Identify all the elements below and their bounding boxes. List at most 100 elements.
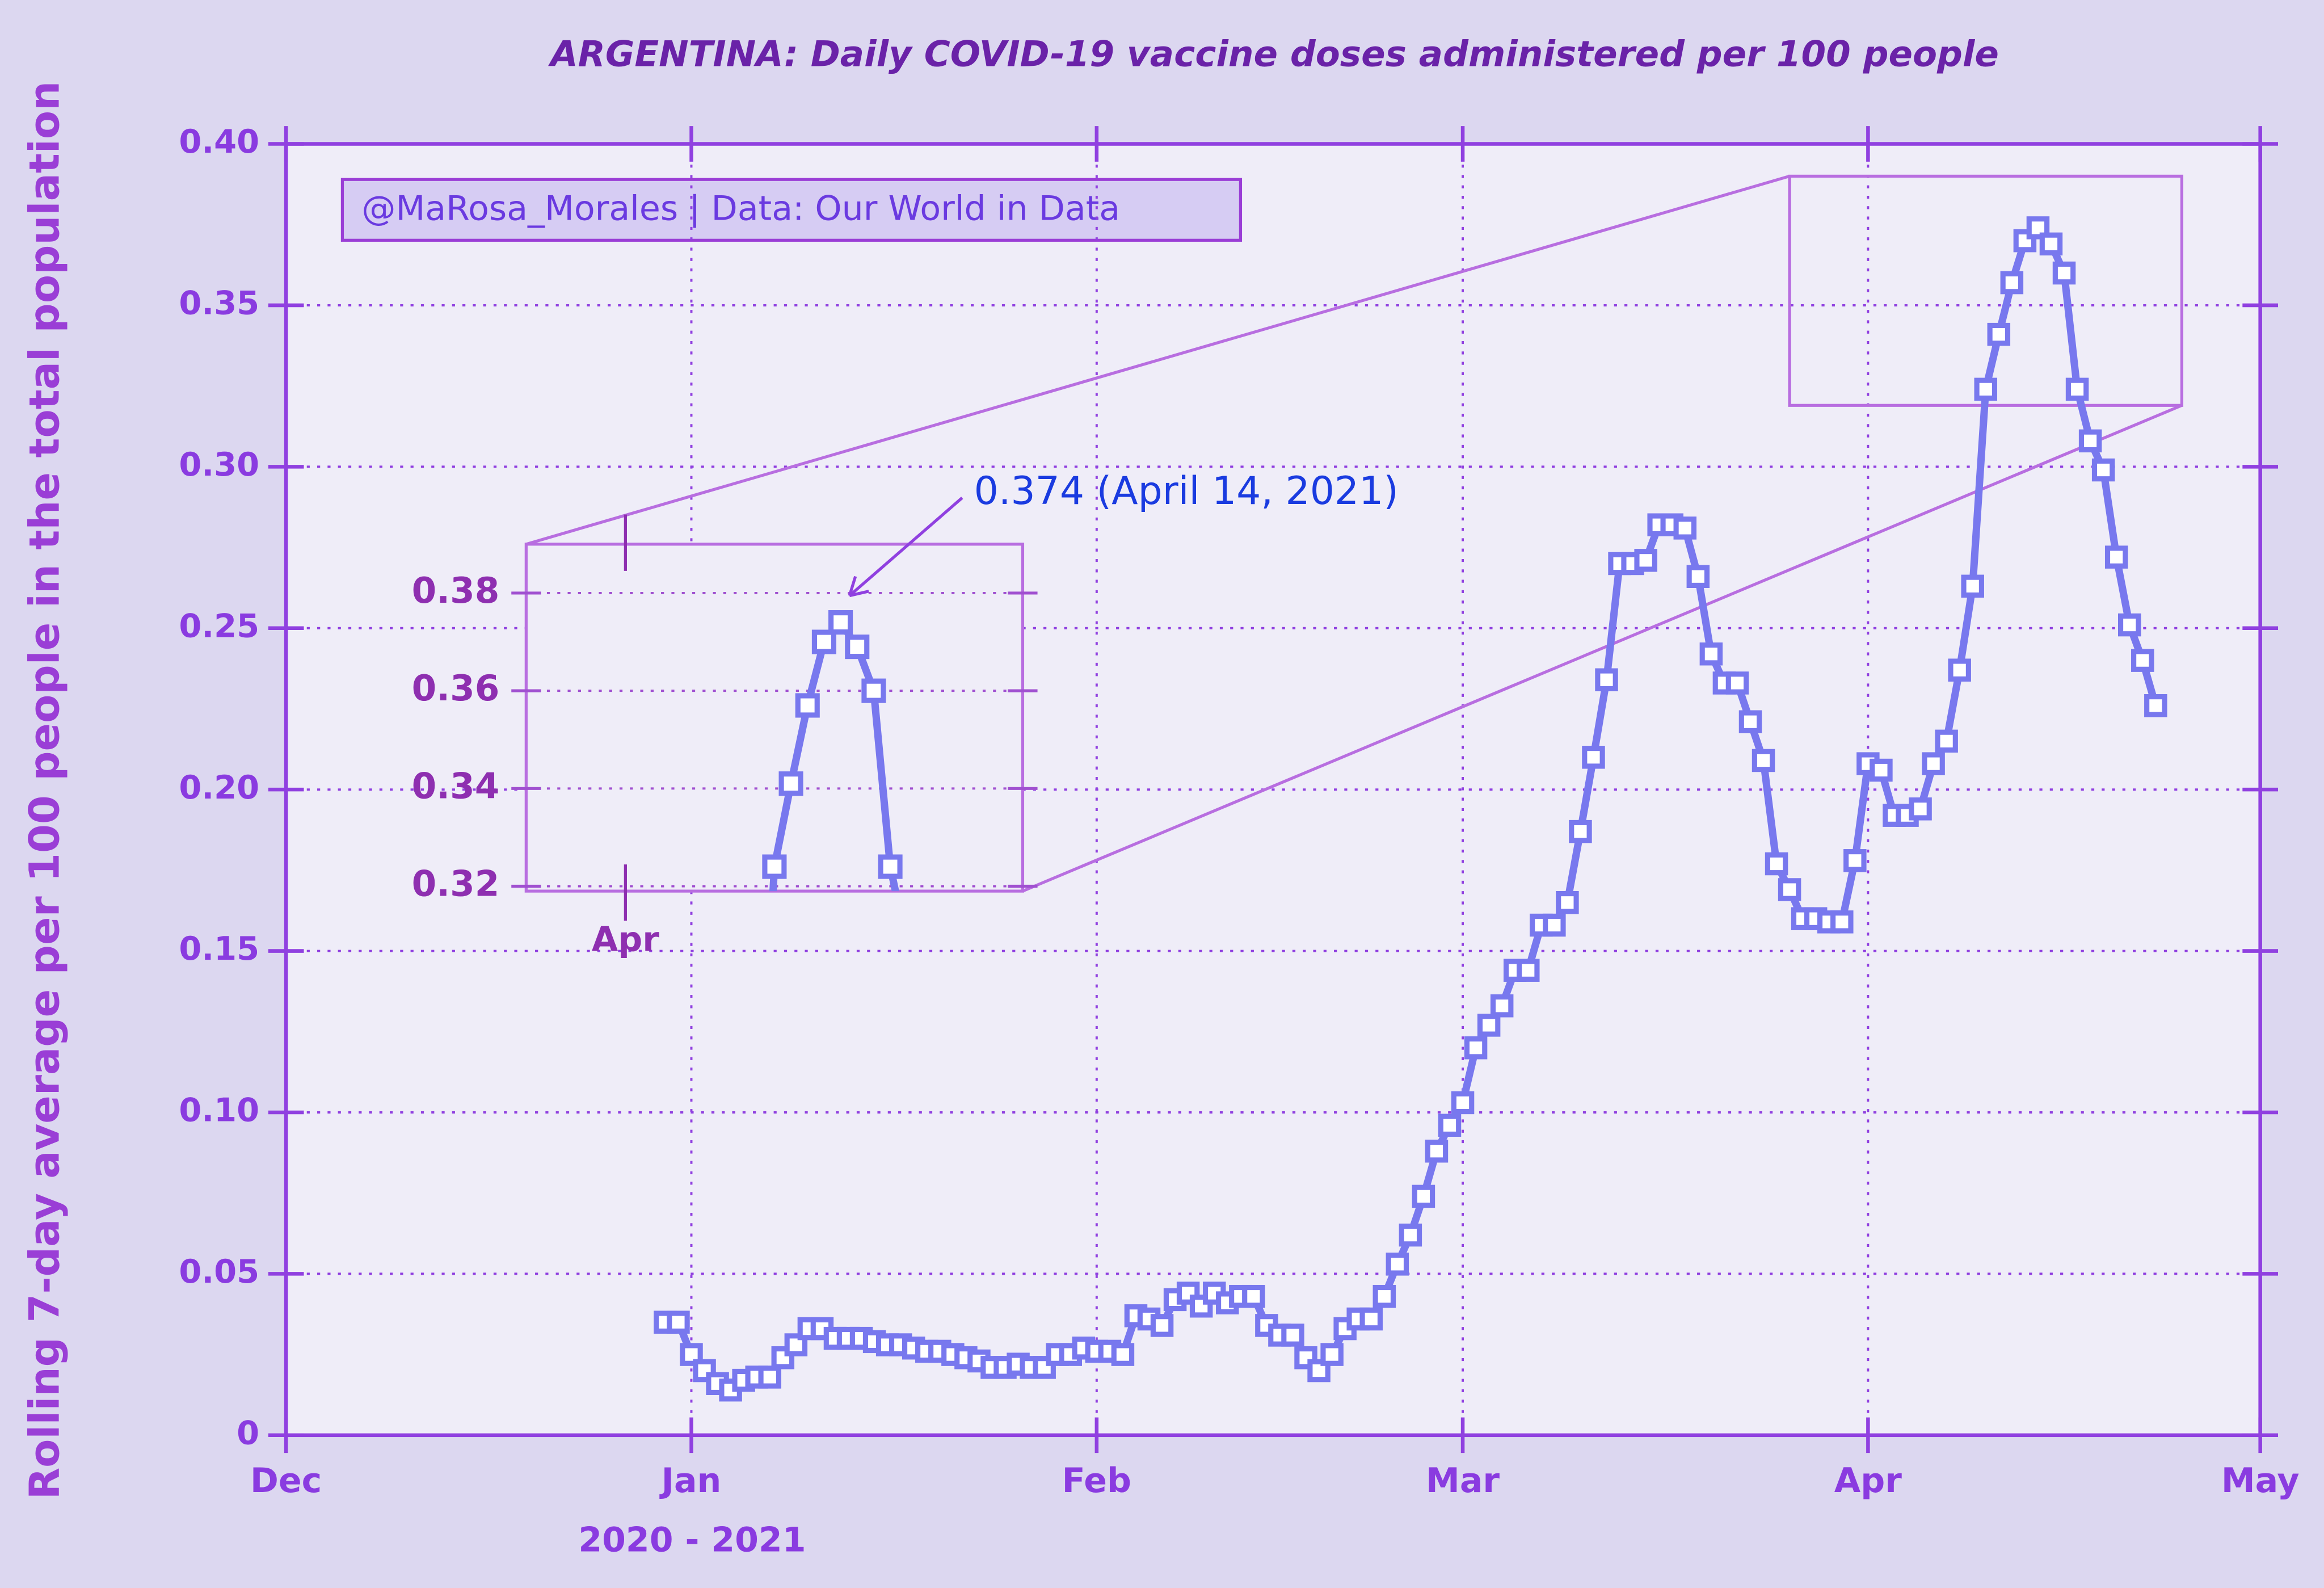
data-point [1725,671,1749,695]
data-point [845,635,870,659]
data-point [2039,232,2063,256]
data-point [1033,1356,1056,1379]
x-tick-label: May [2221,1461,2300,1501]
connector [525,174,1790,546]
connector [1022,404,2183,893]
inset-plot [599,610,903,1588]
data-point [2131,649,2154,672]
data-point [1359,1307,1383,1331]
inset-x-tick-label: Apr [592,920,660,960]
data-point [1412,1184,1435,1208]
data-point [878,854,903,879]
inset-y-tick-label: 0.32 [412,863,500,905]
data-point [795,693,820,718]
data-point [1425,1139,1449,1163]
data-point [1150,1314,1174,1337]
inset-y-tick-label: 0.38 [412,570,500,611]
data-point [1111,1343,1135,1366]
data-point [1948,658,1971,682]
data-point [1673,516,1697,540]
data-point [649,1502,668,1522]
chart-title: ARGENTINA: Daily COVID-19 vaccine doses … [548,33,1999,74]
data-point [599,1570,618,1588]
data-point [1752,749,1775,772]
data-point [1451,1091,1475,1115]
y-tick-label: 0.10 [179,1091,259,1129]
data-point [2091,458,2115,482]
data-point [2104,545,2128,569]
data-point [1386,1253,1409,1276]
y-tick-label: 0.25 [179,607,259,645]
data-point [1909,797,1932,821]
watermark: @MaRosa_Morales | Data: Our World in Dat… [361,189,1120,229]
data-point [1830,910,1854,934]
data-point [1961,574,1984,598]
data-point [1922,752,1945,775]
data-point [828,610,853,635]
data-point [1569,820,1592,843]
data-point [762,854,787,879]
data-point [1935,729,1958,753]
data-point [1477,1014,1501,1037]
x-tick-label: Jan [659,1461,722,1501]
data-point [2144,694,2167,717]
data-point [1974,377,1998,401]
x-tick-label: Feb [1062,1461,1131,1501]
y-tick-label: 0.30 [179,446,259,484]
watermark-box [340,178,1243,242]
data-point [1438,1114,1462,1137]
data-point [1765,852,1788,876]
data-point [666,1502,685,1522]
x-tick-label: Mar [1426,1461,1500,1501]
data-point [2117,613,2141,637]
data-point [1582,746,1605,769]
data-point [1399,1223,1422,1247]
data-point [1699,642,1723,666]
data-point [1870,758,1893,782]
data-point [1281,1324,1304,1347]
data-point [2000,271,2024,295]
annotation: 0.374 (April 14, 2021) [974,469,1399,514]
data-point [1987,322,2011,346]
inset-y-tick-label: 0.34 [412,765,500,806]
x-tick-label: Apr [1834,1461,1902,1501]
y-tick-label: 0.20 [179,768,259,806]
data-point [1320,1343,1344,1366]
data-point [2052,261,2076,285]
inset-frame [524,543,1025,893]
y-tick-label: 0 [237,1414,259,1452]
annotation-arrow [848,497,963,597]
data-point [1556,891,1579,914]
data-point [1372,1284,1396,1308]
data-point [778,771,803,796]
data-point [1778,878,1801,901]
data-point [1294,1346,1317,1369]
inset-y-tick-label: 0.36 [412,667,500,709]
y-tick-label: 0.40 [179,123,259,161]
data-point [1634,549,1657,572]
data-point [1490,994,1514,1018]
data-point [1595,668,1618,692]
data-point [1738,710,1762,733]
data-point [1517,959,1540,982]
data-point [861,678,886,703]
x-axis-label: 2020 - 2021 [578,1520,806,1560]
data-point [1464,1036,1488,1060]
data-point [758,1366,782,1389]
data-point [1686,565,1710,588]
data-point [667,1310,690,1334]
data-point [2078,429,2102,453]
y-tick-label: 0.35 [179,284,259,322]
data-point [811,629,836,654]
y-tick-label: 0.05 [179,1253,259,1291]
data-point [2065,377,2089,401]
data-point [1843,849,1867,872]
x-tick-label: Dec [250,1461,322,1501]
data-point [2026,216,2050,240]
data-point [1543,913,1566,937]
data-point [1242,1284,1265,1308]
y-tick-label: 0.15 [179,930,259,968]
annotation-arrowhead [848,575,869,598]
